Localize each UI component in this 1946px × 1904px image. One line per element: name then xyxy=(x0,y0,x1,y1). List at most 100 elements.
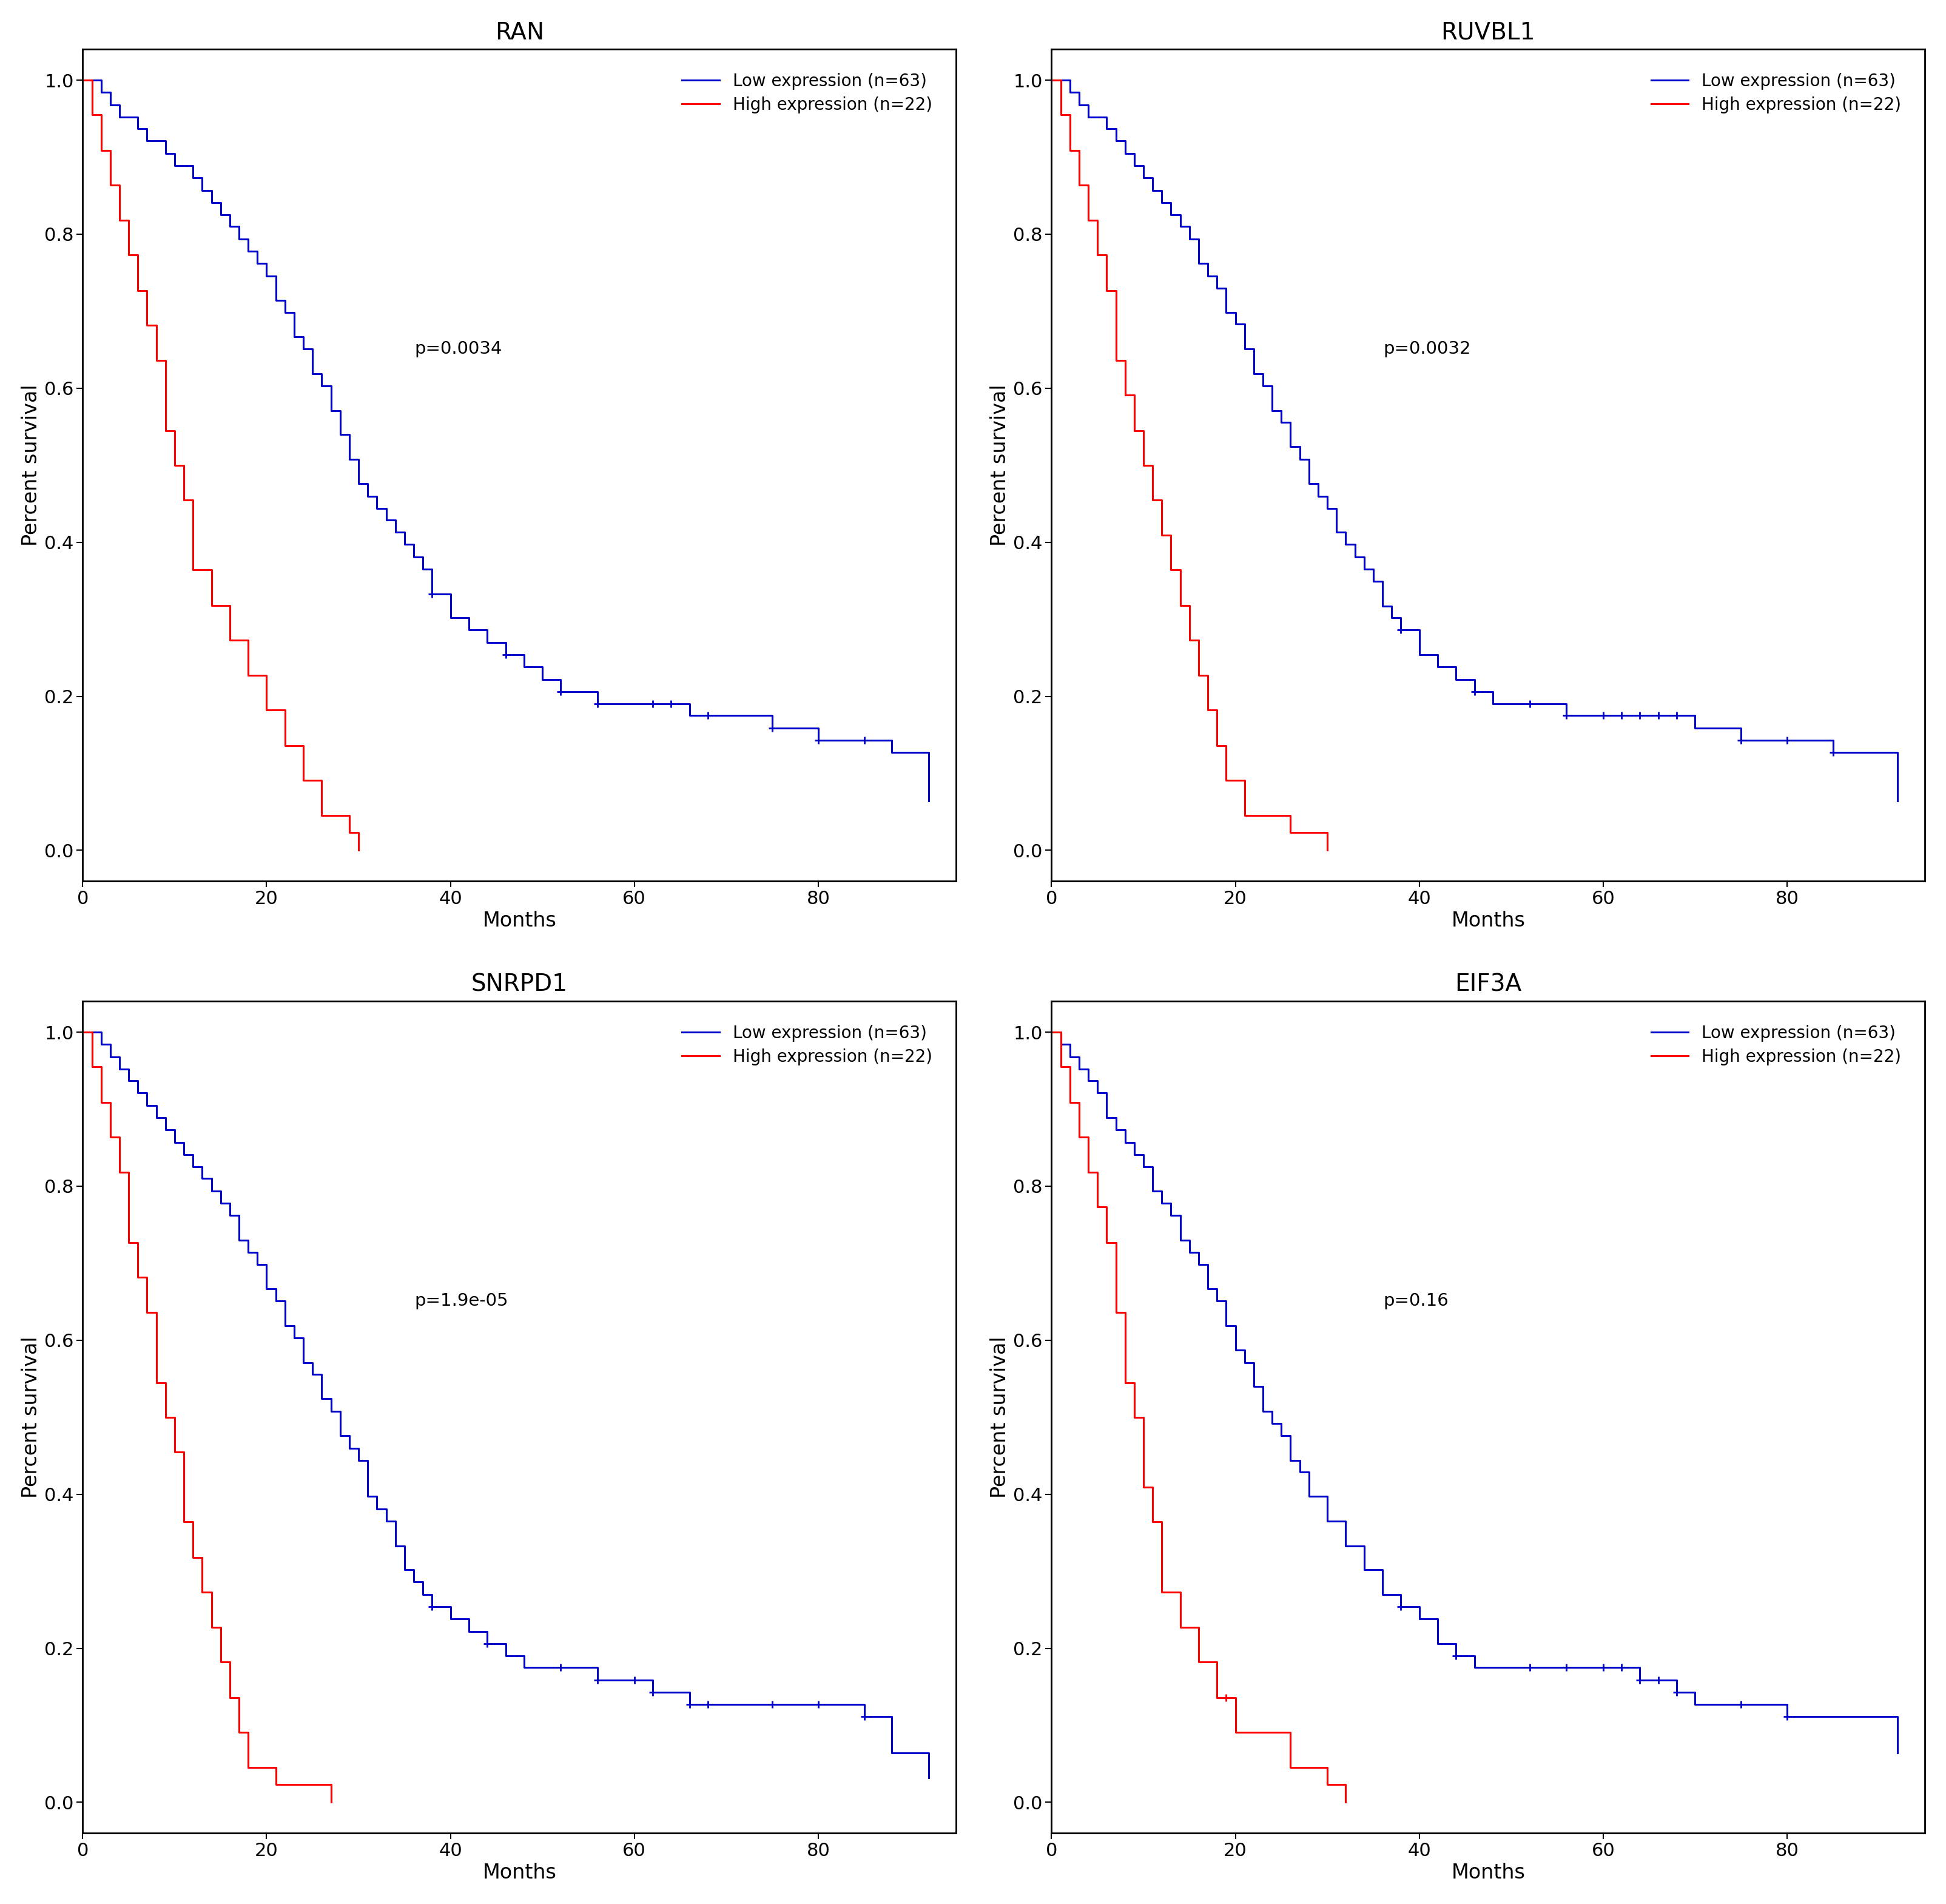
Low expression (n=63) xyxy=(1481,693,1504,716)
Title: RUVBL1: RUVBL1 xyxy=(1442,21,1535,44)
High expression (n=22) xyxy=(181,558,204,581)
High expression (n=22) xyxy=(117,1232,140,1255)
Text: p=1.9e-05: p=1.9e-05 xyxy=(414,1293,508,1310)
High expression (n=22) xyxy=(1150,524,1173,546)
High expression (n=22) xyxy=(218,1687,241,1710)
High expression (n=22) xyxy=(1096,280,1119,303)
Line: Low expression (n=63): Low expression (n=63) xyxy=(1051,1032,1897,1754)
High expression (n=22) xyxy=(1205,1687,1228,1710)
High expression (n=22) xyxy=(1103,1300,1127,1323)
High expression (n=22) xyxy=(1049,1055,1072,1078)
Low expression (n=63) xyxy=(136,129,160,152)
High expression (n=22) xyxy=(228,1721,251,1744)
Text: p=0.0034: p=0.0034 xyxy=(414,341,502,358)
High expression (n=22) xyxy=(200,1616,224,1639)
High expression (n=22) xyxy=(136,1300,160,1323)
Title: RAN: RAN xyxy=(494,21,545,44)
Y-axis label: Percent survival: Percent survival xyxy=(991,1337,1010,1498)
High expression (n=22) xyxy=(1133,1476,1156,1498)
High expression (n=22) xyxy=(1187,664,1210,687)
Title: EIF3A: EIF3A xyxy=(1456,973,1522,996)
Low expression (n=63) xyxy=(218,1203,241,1226)
High expression (n=22) xyxy=(200,594,224,617)
High expression (n=22) xyxy=(1103,348,1127,371)
Low expression (n=63) xyxy=(1068,93,1092,116)
High expression (n=22) xyxy=(245,1755,269,1778)
High expression (n=22) xyxy=(272,1773,296,1795)
Legend: Low expression (n=63), High expression (n=22): Low expression (n=63), High expression (… xyxy=(1644,1019,1907,1072)
Legend: Low expression (n=63), High expression (n=22): Low expression (n=63), High expression (… xyxy=(675,1019,940,1072)
High expression (n=22) xyxy=(80,1055,103,1078)
Legend: Low expression (n=63), High expression (n=22): Low expression (n=63), High expression (… xyxy=(1644,67,1907,120)
Low expression (n=63) xyxy=(1886,1742,1909,1765)
High expression (n=22) xyxy=(208,1651,232,1674)
Legend: Low expression (n=63), High expression (n=22): Low expression (n=63), High expression (… xyxy=(675,67,940,120)
High expression (n=22) xyxy=(1123,419,1146,442)
High expression (n=22) xyxy=(144,348,167,371)
Low expression (n=63) xyxy=(1187,251,1210,274)
High expression (n=22) xyxy=(1224,769,1247,792)
High expression (n=22) xyxy=(72,69,95,91)
Low expression (n=63) xyxy=(163,154,187,177)
High expression (n=22) xyxy=(237,1755,261,1778)
High expression (n=22) xyxy=(1039,1021,1063,1043)
High expression (n=22) xyxy=(265,1773,288,1795)
Low expression (n=63) xyxy=(1096,1106,1119,1129)
High expression (n=22) xyxy=(154,1405,177,1428)
High expression (n=22) xyxy=(1168,594,1191,617)
Low expression (n=63) xyxy=(1133,166,1156,188)
High expression (n=22) xyxy=(107,209,130,232)
Low expression (n=63) xyxy=(72,1021,95,1043)
High expression (n=22) xyxy=(339,821,362,843)
Low expression (n=63) xyxy=(356,1485,379,1508)
High expression (n=22) xyxy=(1261,1721,1284,1744)
Low expression (n=63) xyxy=(99,93,123,116)
High expression (n=22) xyxy=(1068,1125,1092,1148)
High expression (n=22) xyxy=(1113,385,1136,407)
High expression (n=22) xyxy=(154,419,177,442)
High expression (n=22) xyxy=(144,1371,167,1394)
Line: Low expression (n=63): Low expression (n=63) xyxy=(84,1032,928,1778)
Low expression (n=63) xyxy=(1886,790,1909,813)
High expression (n=22) xyxy=(1086,244,1109,267)
High expression (n=22) xyxy=(1059,139,1082,162)
Line: Low expression (n=63): Low expression (n=63) xyxy=(1051,80,1897,802)
High expression (n=22) xyxy=(1059,1091,1082,1114)
High expression (n=22) xyxy=(1242,803,1265,826)
High expression (n=22) xyxy=(1197,699,1220,722)
Line: High expression (n=22): High expression (n=22) xyxy=(1051,80,1327,851)
High expression (n=22) xyxy=(1214,769,1238,792)
High expression (n=22) xyxy=(181,1546,204,1569)
High expression (n=22) xyxy=(1298,821,1321,843)
High expression (n=22) xyxy=(1315,840,1339,863)
High expression (n=22) xyxy=(1076,1161,1099,1184)
High expression (n=22) xyxy=(272,735,296,758)
Line: High expression (n=22): High expression (n=22) xyxy=(84,80,358,851)
High expression (n=22) xyxy=(90,139,113,162)
Y-axis label: Percent survival: Percent survival xyxy=(991,385,1010,546)
High expression (n=22) xyxy=(1224,1721,1247,1744)
High expression (n=22) xyxy=(292,769,315,792)
High expression (n=22) xyxy=(1177,628,1201,651)
High expression (n=22) xyxy=(218,628,241,651)
High expression (n=22) xyxy=(163,453,187,476)
Low expression (n=63) xyxy=(1133,1156,1156,1179)
X-axis label: Months: Months xyxy=(1452,1862,1526,1883)
Low expression (n=63) xyxy=(1039,1021,1063,1043)
High expression (n=22) xyxy=(1160,558,1183,581)
High expression (n=22) xyxy=(107,1161,130,1184)
High expression (n=22) xyxy=(282,1773,306,1795)
High expression (n=22) xyxy=(99,173,123,196)
High expression (n=22) xyxy=(1261,803,1284,826)
Low expression (n=63) xyxy=(136,1095,160,1118)
Y-axis label: Percent survival: Percent survival xyxy=(21,385,41,546)
Low expression (n=63) xyxy=(1160,1203,1183,1226)
Low expression (n=63) xyxy=(917,1767,940,1790)
High expression (n=22) xyxy=(346,840,370,863)
High expression (n=22) xyxy=(1113,1371,1136,1394)
Low expression (n=63) xyxy=(917,790,940,813)
High expression (n=22) xyxy=(319,1792,342,1815)
Low expression (n=63) xyxy=(1103,129,1127,152)
High expression (n=22) xyxy=(1123,1405,1146,1428)
Low expression (n=63) xyxy=(99,1045,123,1068)
